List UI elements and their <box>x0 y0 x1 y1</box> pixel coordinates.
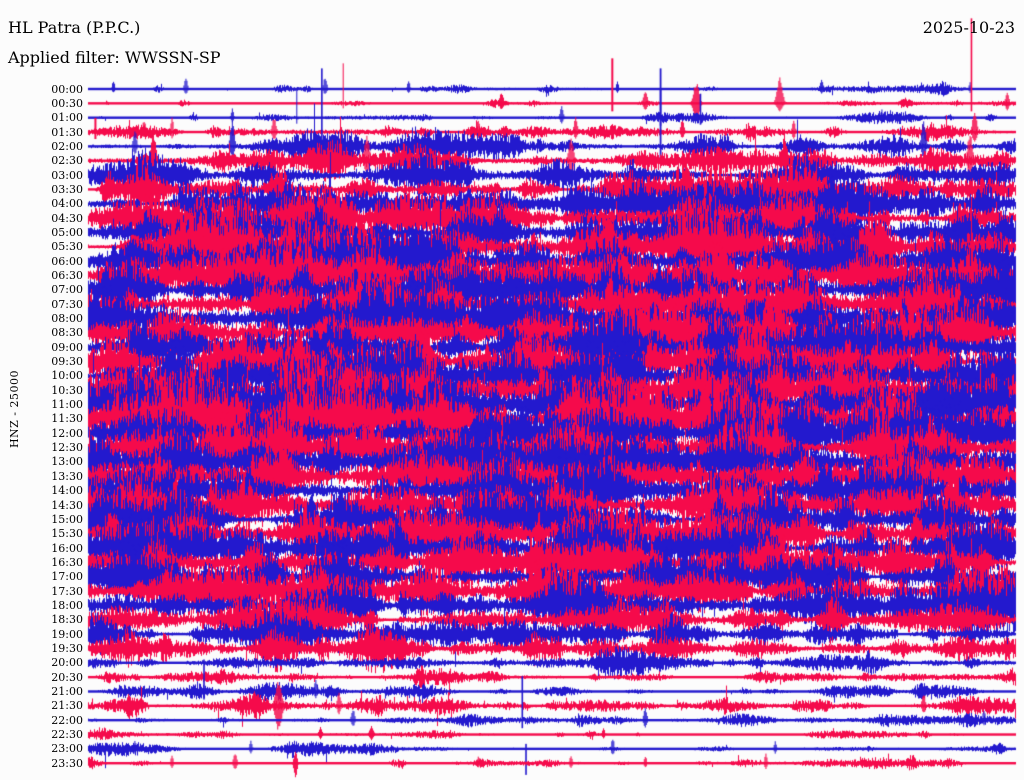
time-label: 01:00 <box>51 111 83 125</box>
time-label: 09:30 <box>51 355 83 369</box>
time-label: 17:30 <box>51 584 83 598</box>
time-label: 10:00 <box>51 369 83 383</box>
time-label: 04:00 <box>51 197 83 211</box>
time-label: 16:30 <box>51 555 83 569</box>
time-label: 11:00 <box>51 398 83 412</box>
time-label: 05:30 <box>51 240 83 254</box>
time-label: 03:30 <box>51 182 83 196</box>
time-label: 16:00 <box>51 541 83 555</box>
time-label: 19:00 <box>51 627 83 641</box>
time-label: 11:30 <box>51 412 83 426</box>
time-label: 19:30 <box>51 641 83 655</box>
time-label: 15:30 <box>51 527 83 541</box>
date-label: 2025-10-23 <box>922 18 1015 37</box>
time-label: 14:30 <box>51 498 83 512</box>
time-label: 21:00 <box>51 684 83 698</box>
time-label: 04:30 <box>51 211 83 225</box>
time-label: 14:00 <box>51 484 83 498</box>
time-label: 23:30 <box>51 756 83 770</box>
time-label: 06:00 <box>51 254 83 268</box>
time-label: 09:00 <box>51 340 83 354</box>
time-label: 18:30 <box>51 613 83 627</box>
time-label: 12:00 <box>51 426 83 440</box>
time-label: 07:30 <box>51 297 83 311</box>
time-label: 13:00 <box>51 455 83 469</box>
time-label: 02:30 <box>51 154 83 168</box>
time-label: 17:00 <box>51 570 83 584</box>
time-label: 01:30 <box>51 125 83 139</box>
applied-filter-label: Applied filter: WWSSN-SP <box>8 48 221 67</box>
time-label: 20:00 <box>51 656 83 670</box>
time-label: 20:30 <box>51 670 83 684</box>
time-label: 23:00 <box>51 742 83 756</box>
time-label: 06:30 <box>51 268 83 282</box>
station-title: HL Patra (P.P.C.) <box>8 18 141 37</box>
time-label: 00:30 <box>51 96 83 110</box>
time-label: 08:30 <box>51 326 83 340</box>
time-label: 05:00 <box>51 225 83 239</box>
time-label: 18:00 <box>51 598 83 612</box>
time-label: 10:30 <box>51 383 83 397</box>
time-label: 03:00 <box>51 168 83 182</box>
time-label: 02:00 <box>51 139 83 153</box>
time-label: 21:30 <box>51 699 83 713</box>
time-label: 13:30 <box>51 469 83 483</box>
time-label: 08:00 <box>51 312 83 326</box>
time-label: 15:00 <box>51 512 83 526</box>
time-label: 22:00 <box>51 713 83 727</box>
time-label: 00:00 <box>51 82 83 96</box>
time-label: 12:30 <box>51 441 83 455</box>
time-label: 22:30 <box>51 728 83 742</box>
time-label: 07:00 <box>51 283 83 297</box>
